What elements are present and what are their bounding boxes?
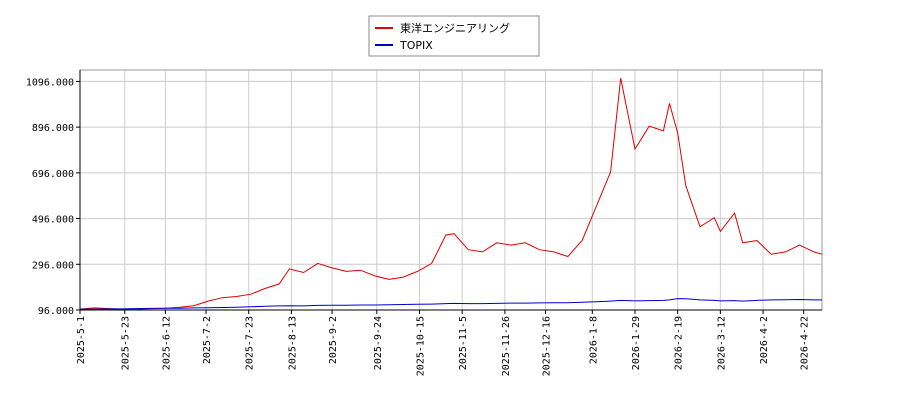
- series-line: [80, 298, 822, 310]
- x-tick-label: 2026-1-29: [631, 316, 642, 370]
- plot-area: [79, 69, 823, 311]
- legend: 東洋エンジニアリング TOPIX: [368, 15, 540, 57]
- x-tick-label: 2025-7-23: [245, 316, 256, 370]
- x-tick-label: 2025-5-1: [76, 316, 87, 364]
- legend-box: [368, 15, 540, 57]
- y-tick-label: 496.000: [32, 215, 74, 226]
- x-tick-label: 2026-4-2: [759, 316, 770, 364]
- x-tick-label: 2026-4-22: [800, 316, 811, 370]
- x-tick-label: 2025-10-15: [415, 316, 426, 376]
- y-tick-label: 296.000: [32, 260, 74, 271]
- x-tick-label: 2025-8-13: [287, 316, 298, 370]
- x-tick-label: 2025-11-26: [501, 316, 512, 376]
- x-tick-label: 2025-9-2: [328, 316, 339, 364]
- x-tick-label: 2026-2-19: [674, 316, 685, 370]
- x-tick-label: 2025-7-2: [202, 316, 213, 364]
- x-tick-label: 2026-3-12: [716, 316, 727, 370]
- x-tick-label: 2026-1-8: [588, 316, 599, 364]
- x-tick-label: 2025-12-16: [542, 316, 553, 376]
- x-tick-label: 2025-11-5: [458, 316, 469, 370]
- x-tick-label: 2025-5-23: [121, 316, 132, 370]
- x-tick-label: 2025-9-24: [373, 316, 384, 370]
- series-line: [79, 78, 823, 310]
- legend-label: TOPIX: [399, 39, 433, 52]
- x-tick-label: 2025-6-12: [161, 316, 172, 370]
- legend-label: 東洋エンジニアリング: [400, 21, 510, 35]
- y-tick-label: 696.000: [32, 169, 74, 180]
- y-tick-label: 96.000: [38, 306, 74, 317]
- y-tick-label: 896.000: [32, 123, 74, 134]
- y-tick-label: 1096.000: [26, 77, 74, 88]
